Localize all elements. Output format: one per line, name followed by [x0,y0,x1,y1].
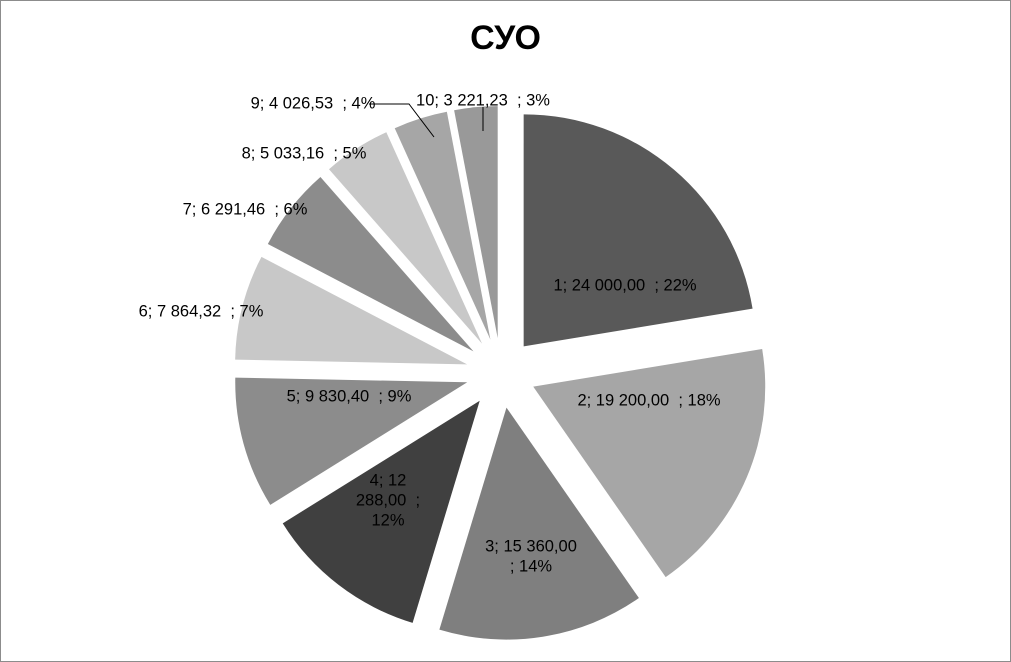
data-label-5: 5; 9 830,40 ; 9% [287,387,412,405]
data-label-2: 2; 19 200,00 ; 18% [577,391,720,409]
data-label-4: 4; 12 288,00 ; 12% [356,471,420,529]
pie-slice-5 [235,377,468,505]
data-label-6: 6; 7 864,32 ; 7% [139,302,264,320]
pie-slices [235,106,766,640]
pie-slice-6 [235,256,468,365]
data-label-line: 2; 19 200,00 ; 18% [577,391,720,409]
data-label-9: 9; 4 026,53 ; 4% [251,94,376,112]
data-label-line: 288,00 ; [356,491,420,509]
data-label-line: 4; 12 [370,471,407,489]
pie-slice-10 [454,106,498,339]
pie-slice-7 [267,177,474,352]
data-label-line: 7; 6 291,46 ; 6% [183,200,308,218]
pie-labels: 1; 24 000,00 ; 22% 2; 19 200,00 ; 18% 3; 1… [139,91,721,575]
leader-line-9 [369,103,435,138]
data-label-1: 1; 24 000,00 ; 22% [553,276,696,294]
data-label-line: 10; 3 221,23 ; 3% [416,91,550,109]
data-label-line: 3; 15 360,00 [485,537,577,555]
chart-title: СУО [470,19,541,57]
data-label-line: 1; 24 000,00 ; 22% [553,276,696,294]
data-label-line: 12% [371,511,404,529]
data-label-3: 3; 15 360,00 ; 14% [485,537,577,575]
pie-slice-2 [533,348,766,578]
pie-slice-1 [523,114,753,347]
pie-slice-4 [282,400,480,623]
data-label-10: 10; 3 221,23 ; 3% [416,91,550,109]
pie-slice-3 [439,407,639,640]
data-label-line: ; 14% [510,557,553,575]
data-label-line: 6; 7 864,32 ; 7% [139,302,264,320]
data-label-line: 9; 4 026,53 ; 4% [251,94,376,112]
data-label-7: 7; 6 291,46 ; 6% [183,200,308,218]
pie-slice-8 [328,132,483,344]
data-label-line: 8; 5 033,16 ; 5% [242,144,367,162]
data-label-8: 8; 5 033,16 ; 5% [242,144,367,162]
pie-slice-9 [394,111,491,340]
data-label-line: 5; 9 830,40 ; 9% [287,387,412,405]
